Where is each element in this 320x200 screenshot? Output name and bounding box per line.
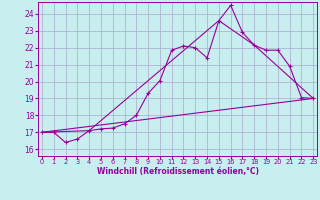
X-axis label: Windchill (Refroidissement éolien,°C): Windchill (Refroidissement éolien,°C): [97, 167, 259, 176]
